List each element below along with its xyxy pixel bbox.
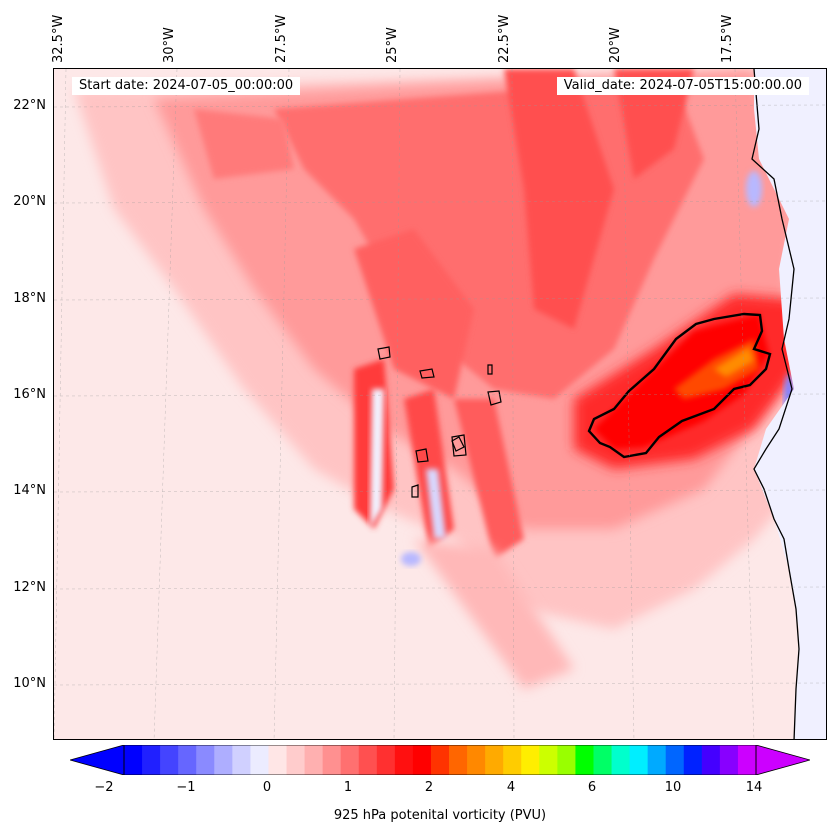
map-gridlines [54, 69, 826, 739]
colorbar-segment [701, 745, 721, 775]
colorbar-over-arrow [755, 745, 810, 775]
pv-streak [504, 69, 614, 329]
colorbar [70, 745, 810, 775]
latitude-label: 18°N [13, 291, 46, 306]
colorbar-tick-label: −2 [94, 780, 114, 795]
colorbar-segment [232, 745, 251, 775]
pv-negative-spot [746, 171, 762, 207]
start-date-label: Start date: 2024-07-05_00:00:00 [72, 77, 301, 95]
colorbar-tick-label: 1 [343, 780, 353, 795]
latitude-label: 16°N [13, 387, 46, 402]
colorbar-label: 925 hPa potenital vorticity (PVU) [333, 808, 547, 823]
colorbar-segment [160, 745, 179, 775]
colorbar-segment [719, 745, 739, 775]
colorbar-segment [340, 745, 360, 775]
colorbar-tick-label: 2 [424, 780, 434, 795]
latitude-label: 20°N [13, 194, 46, 209]
colorbar-segment [358, 745, 378, 775]
pv-streak [614, 69, 694, 179]
colorbar-segment [557, 745, 576, 775]
island-outline [451, 436, 465, 452]
colorbar-segment [322, 745, 342, 775]
colorbar-segment [485, 745, 504, 775]
colorbar-segment [683, 745, 703, 775]
colorbar-tick-label: 10 [664, 780, 682, 795]
colorbar-segment [503, 745, 522, 775]
colorbar-tick-label: 0 [262, 780, 272, 795]
latitude-label: 12°N [13, 580, 46, 595]
pv-core [594, 314, 769, 449]
colorbar-segment [142, 745, 161, 775]
pv-wake-streak [426, 469, 446, 539]
colorbar-tick-label: −1 [176, 780, 196, 795]
colorbar-segment [430, 745, 450, 775]
colorbar-segment [467, 745, 486, 775]
pv-wake-streak [370, 389, 384, 529]
colorbar-segment [665, 745, 685, 775]
colorbar-segment [629, 745, 649, 775]
island-outline [411, 484, 419, 498]
colorbar-tick-label: 4 [506, 780, 516, 795]
colorbar-segment [737, 745, 757, 775]
colorbar-segment [286, 745, 306, 775]
pv-streak [194, 109, 294, 179]
longitude-label: 20°W [608, 27, 623, 63]
colorbar-segment [268, 745, 288, 775]
latitude-label: 22°N [13, 98, 46, 113]
pv-contour-line [587, 312, 772, 459]
latitude-label: 14°N [13, 483, 46, 498]
colorbar-segment [449, 745, 468, 775]
pv-wake-streak [414, 539, 574, 689]
colorbar-segment [178, 745, 197, 775]
longitude-label: 30°W [162, 27, 177, 63]
longitude-label: 22.5°W [497, 14, 512, 63]
pv-field-map [54, 69, 826, 739]
colorbar-tick-label: 6 [587, 780, 597, 795]
island-outline [377, 346, 391, 360]
colorbar-segment [376, 745, 396, 775]
colorbar-tick-label: 14 [745, 780, 763, 795]
latitude-label: 10°N [13, 676, 46, 691]
longitude-label: 17.5°W [720, 14, 735, 63]
colorbar-under-arrow [70, 745, 125, 775]
longitude-label: 27.5°W [274, 14, 289, 63]
colorbar-segment [412, 745, 432, 775]
longitude-label: 32.5°W [51, 14, 66, 63]
colorbar-segment [539, 745, 558, 775]
pv-core-peak [714, 347, 754, 377]
island-outline [419, 368, 435, 379]
map-panel [53, 68, 827, 740]
pv-wake-streak [454, 399, 524, 559]
colorbar-segment [304, 745, 324, 775]
island-outline [487, 390, 502, 406]
land-area [754, 69, 826, 739]
colorbar-segment [575, 745, 594, 775]
coastline [751, 69, 800, 739]
island-outline [451, 434, 467, 457]
colorbar-segment [521, 745, 540, 775]
colorbar-segment [611, 745, 631, 775]
island-outline [415, 448, 429, 463]
colorbar-segment [196, 745, 215, 775]
valid-date-label: Valid_date: 2024-07-05T15:00:00.00 [556, 77, 809, 95]
colorbar-segment [124, 745, 143, 775]
pv-streak [354, 229, 474, 399]
colorbar-segment [394, 745, 414, 775]
colorbar-segment [647, 745, 667, 775]
colorbar-segment [250, 745, 269, 775]
colorbar-segment [593, 745, 613, 775]
pv-negative-spot [401, 552, 421, 566]
longitude-label: 25°W [385, 27, 400, 63]
island-outline [487, 364, 493, 375]
colorbar-segment [214, 745, 233, 775]
